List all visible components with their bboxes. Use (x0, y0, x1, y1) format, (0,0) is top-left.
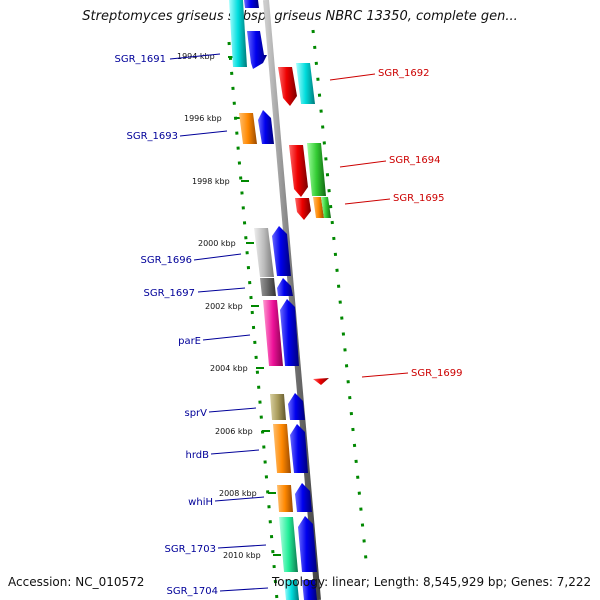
scale-label-2002: 2002 kbp (205, 302, 243, 311)
genome-summary-text: Topology: linear; Length: 8,545,929 bp; … (272, 575, 592, 589)
accession-text: Accession: NC_010572 (8, 575, 145, 589)
label-SGR_1699[interactable]: SGR_1699 (411, 368, 463, 379)
gene-SGR_1695[interactable] (295, 197, 331, 220)
gene-sprV[interactable] (270, 393, 305, 420)
label-parE[interactable]: parE (178, 336, 201, 347)
gene-SGR_1692[interactable] (278, 63, 315, 106)
scale-label-1998: 1998 kbp (192, 177, 230, 186)
gene-SGR_1691[interactable] (229, 0, 267, 69)
gene-SGR_1694[interactable] (289, 143, 326, 197)
left-leader-lines (169, 53, 269, 592)
gene-SGR_1693[interactable] (239, 110, 274, 144)
scale-label-2000: 2000 kbp (198, 239, 236, 248)
right-leader-lines (329, 73, 409, 378)
scale-label-2004: 2004 kbp (210, 364, 248, 373)
label-SGR_1694[interactable]: SGR_1694 (389, 155, 441, 166)
label-SGR_1696[interactable]: SGR_1696 (141, 255, 193, 266)
left-gene-labels: SGR_1691 SGR_1693 SGR_1696 SGR_1697 parE… (115, 54, 219, 597)
right-dotted-track (311, 29, 368, 561)
scale-label-2008: 2008 kbp (219, 489, 257, 498)
label-SGR_1692[interactable]: SGR_1692 (378, 68, 430, 79)
label-SGR_1704[interactable]: SGR_1704 (167, 586, 219, 597)
gene-hrdB[interactable] (273, 424, 308, 473)
gene-SGR_1696[interactable] (254, 226, 291, 277)
gene-SGR_1697[interactable] (260, 278, 293, 296)
gene-SGR_1703[interactable] (279, 516, 317, 572)
label-SGR_1691[interactable]: SGR_1691 (115, 54, 167, 65)
gene-whiH[interactable] (277, 483, 312, 512)
label-SGR_1693[interactable]: SGR_1693 (127, 131, 179, 142)
scale-label-2006: 2006 kbp (215, 427, 253, 436)
label-hrdB[interactable]: hrdB (186, 450, 210, 461)
left-dotted-track (227, 41, 279, 600)
gene-SGR_1699[interactable] (313, 378, 329, 385)
scale-label-1996: 1996 kbp (184, 114, 222, 123)
gene-SGR_1704[interactable] (284, 580, 317, 600)
label-SGR_1703[interactable]: SGR_1703 (165, 544, 217, 555)
map-title: Streptomyces griseus subsp. griseus NBRC… (82, 9, 518, 24)
label-SGR_1695[interactable]: SGR_1695 (393, 193, 445, 204)
label-SGR_1697[interactable]: SGR_1697 (144, 288, 196, 299)
gene-parE[interactable] (263, 299, 299, 366)
label-sprV[interactable]: sprV (184, 408, 207, 419)
label-whiH[interactable]: whiH (188, 497, 213, 508)
scale-label-2010: 2010 kbp (223, 551, 261, 560)
right-gene-labels: SGR_1692 SGR_1694 SGR_1695 SGR_1699 (378, 68, 463, 379)
